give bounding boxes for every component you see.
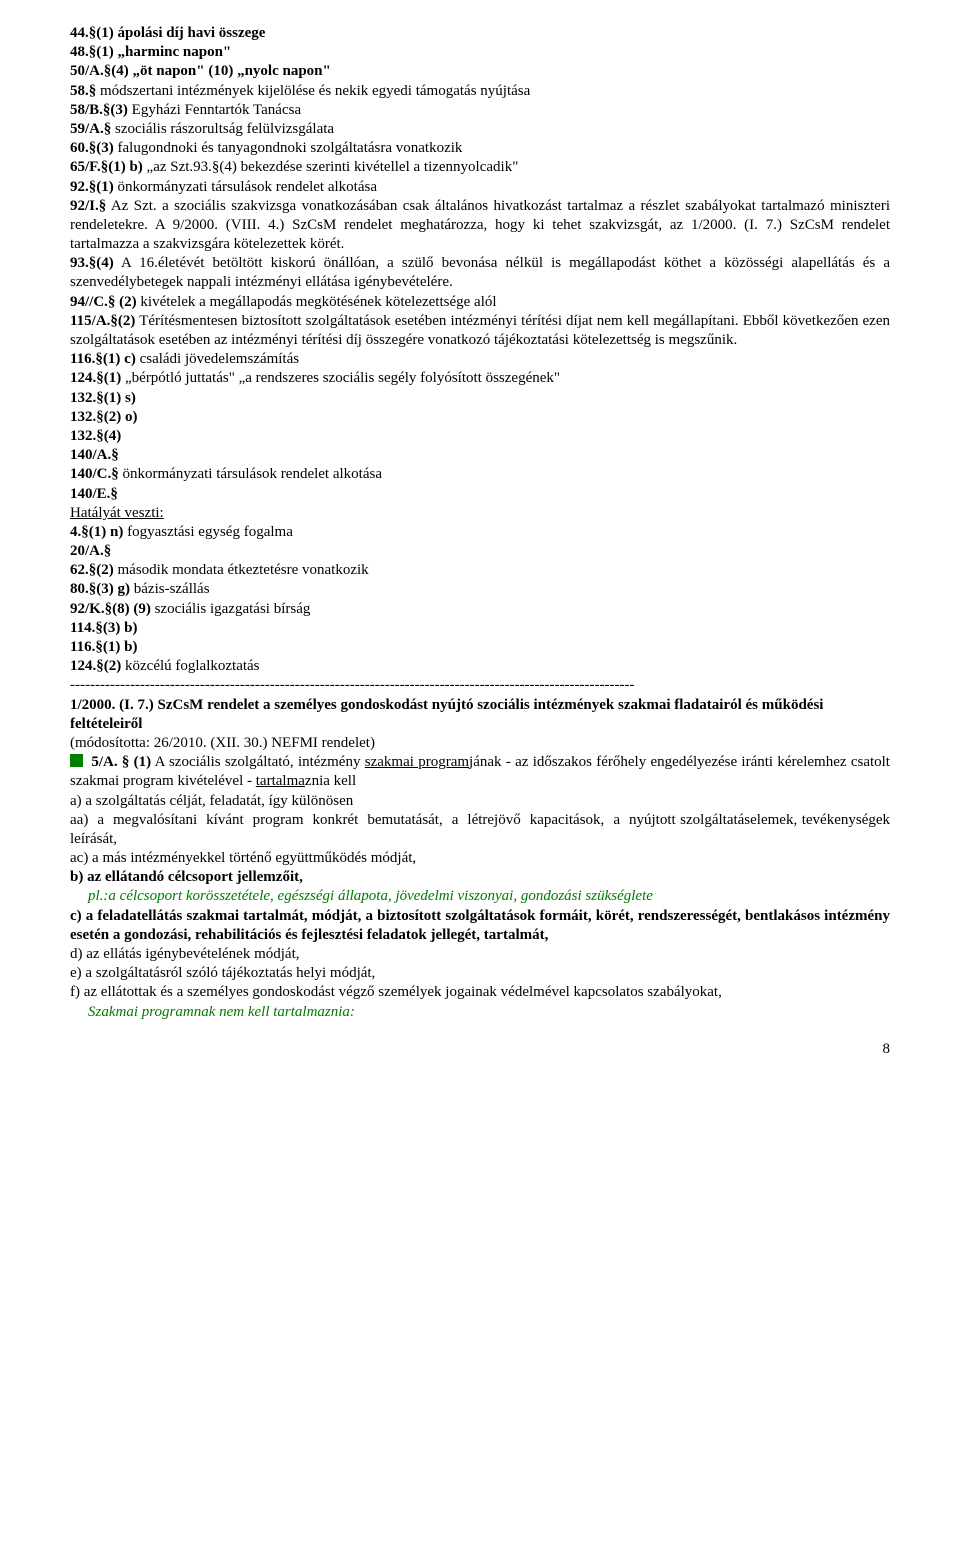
note: Szakmai programnak nem kell tartalmaznia… <box>70 1003 890 1022</box>
t: A szociális szolgáltató, intézmény <box>155 754 365 770</box>
line: 50/A.§(4) „öt napon" (10) „nyolc napon" <box>70 62 890 81</box>
t: znia kell <box>305 773 356 789</box>
body-list: 44.§(1) ápolási díj havi összege 48.§(1)… <box>70 24 890 1022</box>
line: 92.§(1) önkormányzati társulások rendele… <box>70 178 890 197</box>
line: ac) a más intézményekkel történő együttm… <box>70 849 890 868</box>
line: 132.§(1) s) <box>70 389 890 408</box>
line: aa) a megvalósítani kívánt program konkr… <box>70 811 890 849</box>
line: 48.§(1) „harminc napon" <box>70 43 890 62</box>
square-marker-icon <box>70 754 83 767</box>
line: a) a szolgáltatás célját, feladatát, így… <box>70 792 890 811</box>
line: 62.§(2) második mondata étkeztetésre von… <box>70 561 890 580</box>
para: 5/A. § (1) A szociális szolgáltató, inté… <box>70 753 890 791</box>
line: 93.§(4) A 16.életévét betöltött kiskorú … <box>70 254 890 292</box>
line: b) az ellátandó célcsoport jellemzőit, <box>70 868 890 887</box>
line: 92/I.§ Az Szt. a szociális szakvizsga vo… <box>70 197 890 255</box>
line: 94//C.§ (2) kivételek a megállapodás meg… <box>70 293 890 312</box>
underlined: szakmai program <box>365 754 469 770</box>
title: 1/2000. (I. 7.) SzCsM rendelet a személy… <box>70 696 890 734</box>
line: c) a feladatellátás szakmai tartalmát, m… <box>70 907 890 945</box>
line: 116.§(1) b) <box>70 638 890 657</box>
note: pl.:a célcsoport korösszetétele, egészsé… <box>70 887 890 906</box>
para-ref: 5/A. § (1) <box>91 754 151 770</box>
line: 20/A.§ <box>70 542 890 561</box>
strong: 58.§ <box>70 83 96 99</box>
line: 132.§(4) <box>70 427 890 446</box>
line: 80.§(3) g) bázis-szállás <box>70 580 890 599</box>
separator: ----------------------------------------… <box>70 676 890 695</box>
line: 44.§(1) ápolási díj havi összege <box>70 24 890 43</box>
page-number: 8 <box>70 1040 890 1059</box>
line: 116.§(1) c) családi jövedelemszámítás <box>70 350 890 369</box>
line: f) az ellátottak és a személyes gondosko… <box>70 983 890 1002</box>
line: 124.§(1) „bérpótló juttatás" „a rendszer… <box>70 369 890 388</box>
line: 58.§ módszertani intézmények kijelölése … <box>70 82 890 101</box>
line: 65/F.§(1) b) „az Szt.93.§(4) bekezdése s… <box>70 158 890 177</box>
line: 59/A.§ szociális rászorultság felülvizsg… <box>70 120 890 139</box>
line: 140/A.§ <box>70 446 890 465</box>
line: 140/E.§ <box>70 485 890 504</box>
line: 92/K.§(8) (9) szociális igazgatási bírsá… <box>70 600 890 619</box>
line: 114.§(3) b) <box>70 619 890 638</box>
line: 140/C.§ önkormányzati társulások rendele… <box>70 465 890 484</box>
line: 58/B.§(3) Egyházi Fenntartók Tanácsa <box>70 101 890 120</box>
section-heading: Hatályát veszti: <box>70 504 890 523</box>
subtitle: (módosította: 26/2010. (XII. 30.) NEFMI … <box>70 734 890 753</box>
line: 115/A.§(2) Térítésmentesen biztosított s… <box>70 312 890 350</box>
line: e) a szolgáltatásról szóló tájékoztatás … <box>70 964 890 983</box>
underlined: tartalma <box>256 773 305 789</box>
line: 60.§(3) falugondnoki és tanyagondnoki sz… <box>70 139 890 158</box>
line: 132.§(2) o) <box>70 408 890 427</box>
line: 124.§(2) közcélú foglalkoztatás <box>70 657 890 676</box>
line: d) az ellátás igénybevételének módját, <box>70 945 890 964</box>
line: 4.§(1) n) fogyasztási egység fogalma <box>70 523 890 542</box>
